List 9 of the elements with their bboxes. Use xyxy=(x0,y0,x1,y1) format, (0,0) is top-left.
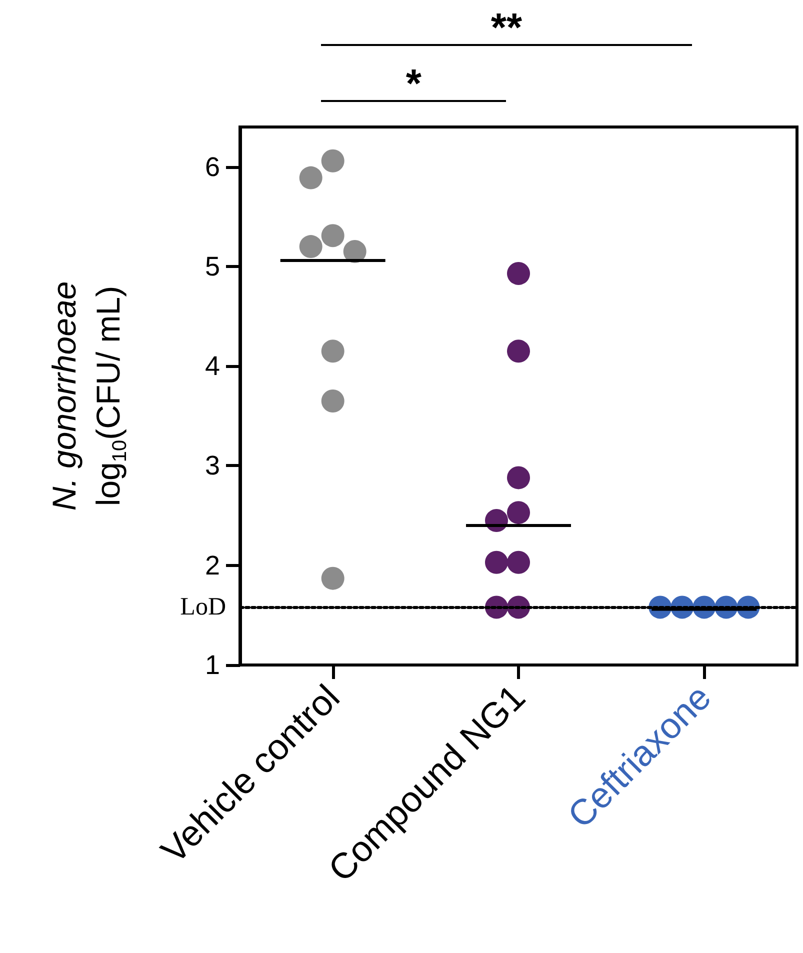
y-tick-label: 4 xyxy=(204,351,220,382)
y-tick-label: 6 xyxy=(204,152,220,182)
y-tick-label: 5 xyxy=(204,251,220,282)
text: * xyxy=(406,62,422,106)
text: ** xyxy=(490,6,522,50)
ref-line-label: LoD xyxy=(180,594,226,621)
y-tick-label: 2 xyxy=(204,550,220,580)
y-tick-label: 1 xyxy=(204,650,220,680)
y-tick-label: 3 xyxy=(204,450,220,481)
